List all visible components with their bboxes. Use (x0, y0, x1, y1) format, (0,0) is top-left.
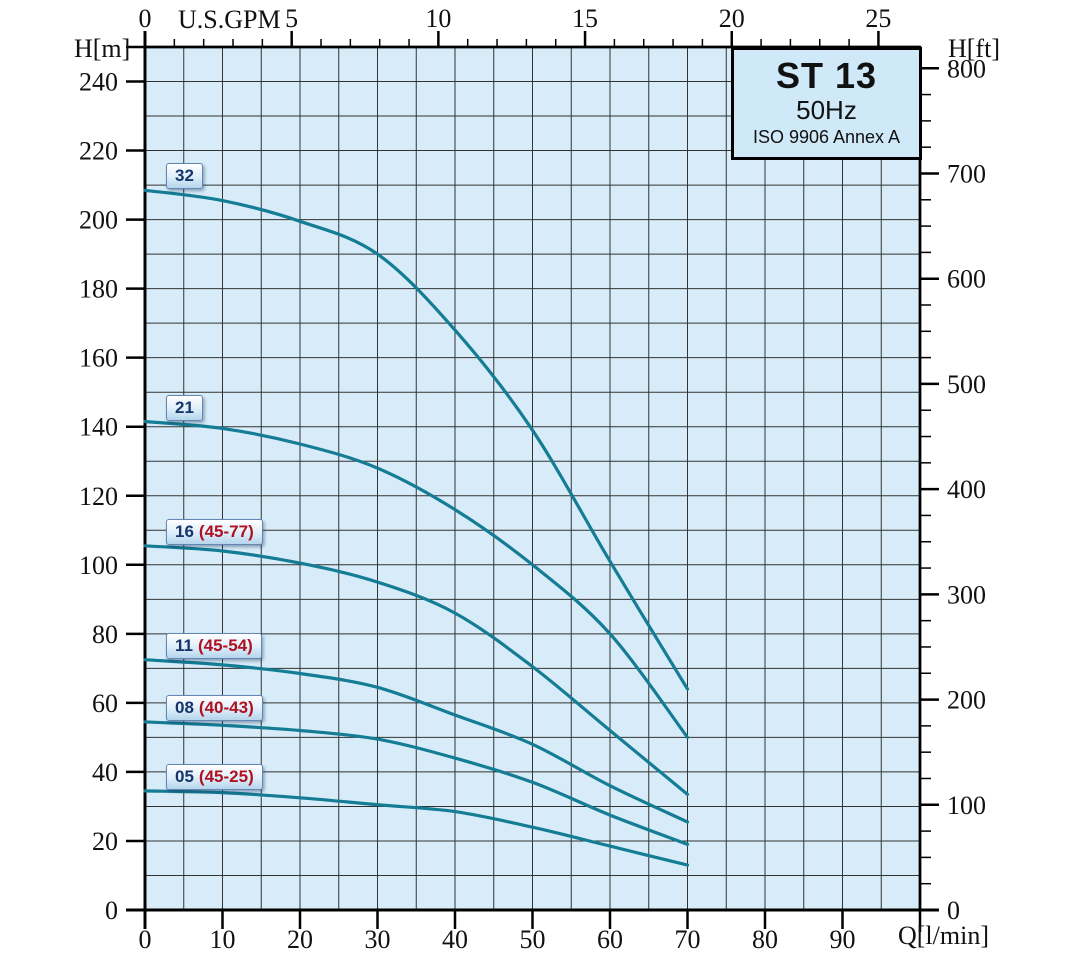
svg-text:10: 10 (210, 925, 236, 954)
svg-text:20: 20 (287, 925, 313, 954)
tick-marks-and-labels: 0204060801001201401601802002202400100200… (79, 4, 986, 954)
svg-text:400: 400 (947, 475, 986, 504)
svg-text:90: 90 (830, 925, 856, 954)
curve-16 (143, 544, 690, 796)
svg-text:50: 50 (520, 925, 546, 954)
svg-text:600: 600 (947, 265, 986, 294)
svg-text:160: 160 (79, 344, 118, 373)
curve-stage-count: 11 (175, 635, 193, 655)
svg-text:20: 20 (719, 4, 745, 33)
curve-stage-count: 21 (175, 397, 194, 417)
svg-text:0: 0 (139, 925, 152, 954)
svg-text:5: 5 (285, 4, 298, 33)
curve-stage-count: 16 (175, 521, 194, 541)
svg-text:200: 200 (947, 686, 986, 715)
svg-text:0: 0 (139, 4, 152, 33)
pump-model: ST 13 (775, 55, 878, 97)
top-axis-unit-label: U.S.GPM (178, 5, 281, 34)
svg-text:700: 700 (947, 159, 986, 188)
svg-text:80: 80 (92, 620, 118, 649)
title-box: ST 13 50Hz ISO 9906 Annex A (731, 47, 922, 160)
right-axis-unit-label: H[ft] (948, 34, 1000, 63)
curve-32 (143, 188, 690, 691)
svg-text:40: 40 (442, 925, 468, 954)
axes (126, 31, 939, 932)
svg-text:220: 220 (79, 137, 118, 166)
curve-label-16: 16 (45-77) (166, 518, 263, 545)
curve-stage-count: 05 (175, 766, 194, 786)
left-axis-unit-label: H[m] (74, 34, 131, 63)
svg-text:25: 25 (865, 4, 891, 33)
curve-range: (45-54) (197, 635, 253, 655)
svg-text:120: 120 (79, 482, 118, 511)
svg-text:240: 240 (79, 68, 118, 97)
pump-frequency: 50Hz (796, 95, 857, 126)
curve-21 (143, 419, 690, 739)
svg-text:100: 100 (947, 791, 986, 820)
bottom-axis-unit-label: Q[l/min] (898, 921, 989, 950)
curve-range: (40-43) (198, 697, 254, 717)
pump-curves (143, 188, 690, 867)
curve-label-05: 05 (45-25) (166, 763, 263, 790)
svg-text:180: 180 (79, 275, 118, 304)
svg-text:70: 70 (675, 925, 701, 954)
svg-text:40: 40 (92, 758, 118, 787)
svg-text:200: 200 (79, 206, 118, 235)
svg-text:30: 30 (365, 925, 391, 954)
svg-text:500: 500 (947, 370, 986, 399)
curve-08 (143, 720, 690, 846)
curve-label-11: 11 (45-54) (166, 632, 262, 659)
svg-text:140: 140 (79, 413, 118, 442)
svg-text:60: 60 (92, 689, 118, 718)
svg-text:300: 300 (947, 580, 986, 609)
curve-label-32: 32 (166, 163, 203, 190)
curve-stage-count: 08 (175, 697, 194, 717)
curve-label-21: 21 (166, 394, 203, 421)
svg-text:15: 15 (572, 4, 598, 33)
svg-text:0: 0 (105, 896, 118, 925)
curve-stage-count: 32 (175, 166, 194, 186)
svg-text:10: 10 (425, 4, 451, 33)
curve-11 (143, 658, 690, 824)
curve-label-08: 08 (40-43) (166, 694, 263, 721)
svg-text:100: 100 (79, 551, 118, 580)
svg-text:20: 20 (92, 827, 118, 856)
svg-text:60: 60 (597, 925, 623, 954)
curve-range: (45-77) (198, 521, 254, 541)
svg-text:0: 0 (947, 896, 960, 925)
svg-text:80: 80 (752, 925, 778, 954)
curve-05 (143, 789, 690, 867)
svg-text:800: 800 (947, 54, 986, 83)
test-standard: ISO 9906 Annex A (752, 127, 901, 148)
curve-range: (45-25) (198, 766, 254, 786)
